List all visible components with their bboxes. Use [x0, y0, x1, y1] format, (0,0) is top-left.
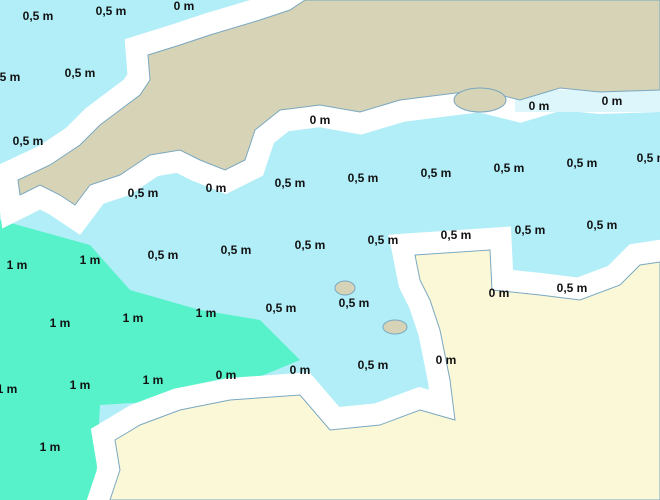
wave-label: 0,5 m — [441, 228, 472, 242]
wave-label: 1 m — [80, 253, 101, 267]
wave-label: 0 m — [290, 363, 311, 377]
wave-label: 1 m — [7, 258, 28, 272]
wave-label: 0,5 m — [587, 218, 618, 232]
wave-label: 0 m — [489, 286, 510, 300]
wave-label: 0,5 m — [494, 161, 525, 175]
wave-label: 0,5 m — [567, 156, 598, 170]
wave-label: 0,5 m — [368, 233, 399, 247]
wave-label: 0,5 m — [128, 186, 159, 200]
wave-label: 0 m — [529, 99, 550, 113]
wave-label: 0,5 m — [295, 238, 326, 252]
wave-label: 0 m — [206, 181, 227, 195]
wave-label: 0,5 m — [637, 151, 660, 165]
wave-label: 1 m — [123, 311, 144, 325]
wave-label: 0,5 m — [339, 296, 370, 310]
wave-label: 1 m — [0, 382, 17, 396]
wave-label: 0,5 m — [65, 66, 96, 80]
wave-label: 1 m — [50, 316, 71, 330]
wave-label: 0 m — [174, 0, 195, 13]
isle-of-wight — [453, 87, 507, 113]
wave-label: 0 m — [216, 368, 237, 382]
wave-labels: 0,5 m 0,5 m 0 m 0,5 m 0,5 m 0,5 m 0 m 0 … — [0, 0, 660, 454]
wave-label: 0,5 m — [13, 134, 44, 148]
wave-label: 1 m — [70, 378, 91, 392]
one-metre-zone — [0, 220, 300, 500]
wave-label: 0,5 m — [557, 281, 588, 295]
shallow-sea — [515, 90, 660, 112]
wave-label: 0,5 m — [0, 70, 20, 84]
wave-label: 1 m — [143, 373, 164, 387]
wave-label: 0,5 m — [348, 171, 379, 185]
wave-label: 0,5 m — [275, 176, 306, 190]
wave-label: 0,5 m — [358, 358, 389, 372]
jersey — [382, 319, 408, 335]
wave-label: 0 m — [310, 113, 331, 127]
wave-label: 0,5 m — [148, 248, 179, 262]
france — [109, 249, 660, 500]
wave-label: 0,5 m — [515, 223, 546, 237]
wave-label: 1 m — [40, 440, 61, 454]
wave-label: 1 m — [196, 306, 217, 320]
wave-label: 0,5 m — [96, 4, 127, 18]
wave-label: 0,5 m — [23, 9, 54, 23]
wave-label: 0 m — [602, 94, 623, 108]
wave-label: 0,5 m — [266, 301, 297, 315]
wave-label: 0,5 m — [421, 166, 452, 180]
wave-label: 0,5 m — [221, 243, 252, 257]
wave-label: 0 m — [436, 353, 457, 367]
guernsey — [334, 280, 356, 296]
